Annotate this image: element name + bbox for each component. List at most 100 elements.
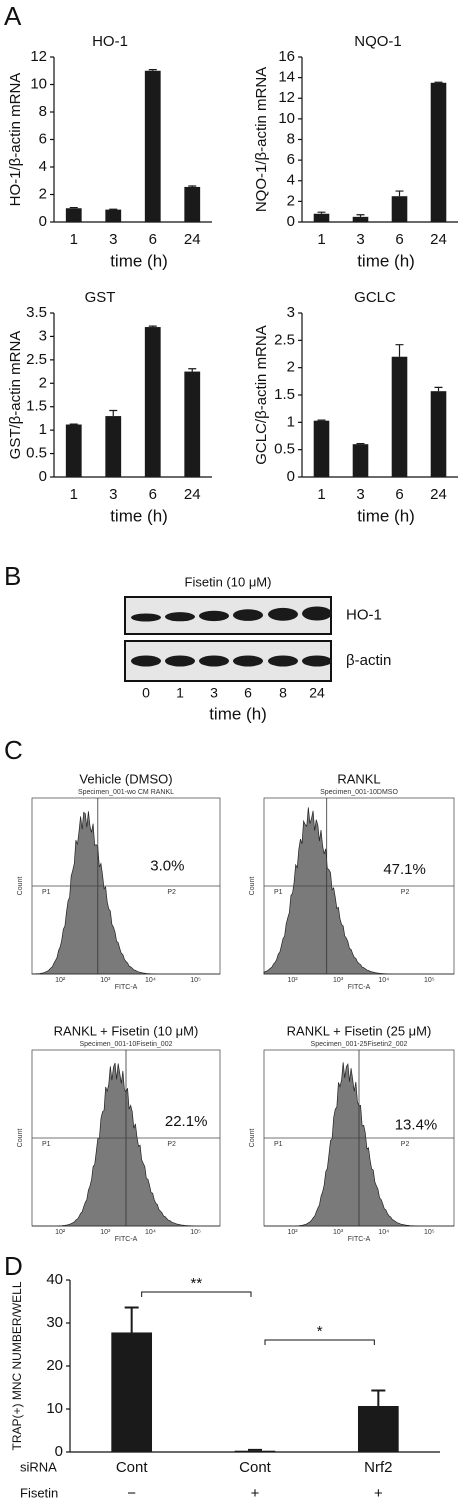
error-bar bbox=[317, 419, 326, 421]
flow-x-tick: 10² bbox=[287, 1229, 298, 1236]
y-tick-label: 3 bbox=[39, 327, 47, 344]
significance-bracket bbox=[264, 1339, 375, 1345]
x-axis-label: time (h) bbox=[110, 251, 168, 270]
flow-specimen: Specimen_001-wo CM RANKL bbox=[78, 789, 174, 796]
x-tick-label: 1 bbox=[70, 486, 78, 503]
flow-x-tick: 10³ bbox=[333, 977, 344, 984]
y-tick-label: 6 bbox=[287, 151, 295, 168]
x-tick-label: 3 bbox=[356, 486, 364, 503]
gate-label: P1 bbox=[274, 1141, 283, 1148]
significance-label: ** bbox=[190, 1275, 202, 1292]
gate-label: P2 bbox=[401, 1141, 410, 1148]
flow-specimen: Specimen_001-25Fisetin2_002 bbox=[311, 1041, 408, 1048]
flow-y-label: Count bbox=[249, 877, 256, 896]
flow-histogram bbox=[31, 811, 220, 975]
y-tick-label: 8 bbox=[287, 130, 295, 147]
significance-bracket bbox=[141, 1291, 252, 1297]
y-tick-label: 0 bbox=[39, 468, 47, 485]
bar bbox=[105, 209, 122, 222]
row-label: siRNA bbox=[20, 1459, 57, 1474]
blot-x-label: time (h) bbox=[209, 704, 267, 723]
x-tick-label: 6 bbox=[149, 231, 157, 248]
x-tick-label: 24 bbox=[184, 231, 201, 248]
blot-row-label: HO-1 bbox=[346, 606, 382, 623]
y-tick-label: 30 bbox=[46, 1314, 63, 1331]
y-tick-label: 2.5 bbox=[274, 331, 295, 348]
percent-label: 3.0% bbox=[150, 858, 184, 875]
y-tick-label: 10 bbox=[46, 1400, 63, 1417]
lane-label: 0 bbox=[142, 685, 150, 701]
bar bbox=[430, 82, 447, 222]
chart-title: HO-1 bbox=[92, 33, 128, 50]
y-tick-label: 12 bbox=[278, 89, 295, 106]
y-tick-label: 1 bbox=[287, 413, 295, 430]
flow-x-tick: 10⁵ bbox=[424, 977, 435, 984]
bar bbox=[184, 371, 201, 477]
gate-label: P2 bbox=[167, 1141, 176, 1148]
flow-y-label: Count bbox=[17, 1129, 24, 1148]
x-tick-label: 6 bbox=[395, 231, 403, 248]
flow-x-tick: 10⁴ bbox=[378, 1229, 389, 1236]
blot-band bbox=[302, 606, 332, 621]
blot-band bbox=[268, 607, 298, 621]
x-tick-label: 6 bbox=[149, 486, 157, 503]
error-bar bbox=[395, 190, 404, 197]
y-tick-label: 4 bbox=[39, 158, 47, 175]
y-axis-label: TRAP(+) MNC NUMBER/WELL bbox=[10, 1281, 24, 1450]
y-tick-label: 1.5 bbox=[26, 398, 47, 415]
bar bbox=[234, 1450, 276, 1452]
x-tick-label: 24 bbox=[430, 231, 447, 248]
x-axis-label: time (h) bbox=[110, 506, 168, 525]
y-tick-label: 2 bbox=[39, 374, 47, 391]
error-bar bbox=[69, 206, 78, 209]
x-tick-label: 24 bbox=[184, 486, 201, 503]
y-axis-label: GCLC/β-actin mRNA bbox=[253, 325, 270, 464]
lane-label: 1 bbox=[176, 685, 184, 701]
flow-x-tick: 10³ bbox=[333, 1229, 344, 1236]
blot-row-label: β-actin bbox=[346, 652, 391, 669]
percent-label: 13.4% bbox=[395, 1117, 438, 1134]
x-axis-label: time (h) bbox=[357, 251, 415, 270]
percent-label: 22.1% bbox=[165, 1113, 208, 1130]
x-tick-label: 1 bbox=[70, 231, 78, 248]
y-tick-label: 6 bbox=[39, 130, 47, 147]
bar bbox=[144, 327, 161, 477]
bar bbox=[184, 186, 201, 222]
blot-band bbox=[233, 655, 263, 667]
blot-band bbox=[302, 655, 332, 667]
y-tick-label: 2.5 bbox=[26, 351, 47, 368]
x-tick-label: 1 bbox=[317, 486, 325, 503]
y-tick-label: 10 bbox=[30, 75, 47, 92]
x-tick-label: 3 bbox=[109, 486, 117, 503]
y-tick-label: 2 bbox=[287, 192, 295, 209]
y-tick-label: 16 bbox=[278, 48, 295, 65]
flow-histogram bbox=[263, 807, 454, 975]
flow-x-label: FITC-A bbox=[115, 984, 138, 991]
error-bar bbox=[371, 1389, 386, 1406]
error-bar bbox=[434, 386, 443, 392]
bar bbox=[352, 216, 369, 222]
flow-title: RANKL + Fisetin (10 μM) bbox=[54, 1023, 199, 1038]
bar bbox=[357, 1405, 399, 1452]
y-tick-label: 3 bbox=[287, 304, 295, 321]
y-axis-label: HO-1/β-actin mRNA bbox=[7, 73, 24, 207]
y-tick-label: 2 bbox=[39, 185, 47, 202]
blot-band bbox=[165, 612, 195, 622]
blot-band bbox=[165, 655, 195, 667]
y-tick-label: 1.5 bbox=[274, 386, 295, 403]
x-tick-label: 1 bbox=[317, 231, 325, 248]
x-tick-label: 6 bbox=[395, 486, 403, 503]
blot-title: Fisetin (10 μM) bbox=[185, 574, 272, 589]
y-tick-label: 0 bbox=[287, 468, 295, 485]
blot-band bbox=[268, 655, 298, 667]
flow-x-tick: 10⁵ bbox=[190, 1229, 201, 1236]
gate-label: P1 bbox=[274, 889, 283, 896]
y-tick-label: 20 bbox=[46, 1357, 63, 1374]
y-axis-label: GST/β-actin mRNA bbox=[7, 331, 24, 460]
bar bbox=[313, 420, 330, 477]
flow-x-tick: 10² bbox=[55, 977, 66, 984]
flow-x-tick: 10² bbox=[55, 1229, 66, 1236]
error-bar bbox=[356, 443, 365, 445]
bar bbox=[65, 208, 82, 222]
